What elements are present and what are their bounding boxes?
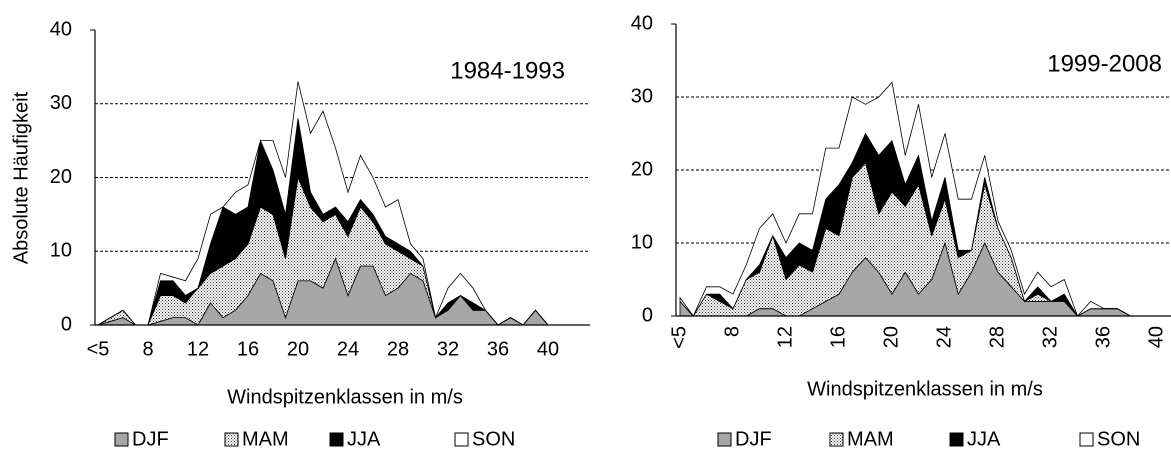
x-tick-label: 24 [337,338,359,360]
x-tick-label: 8 [142,338,153,360]
x-tick-label: 16 [827,326,849,348]
legend-label: SON [472,428,515,450]
chart-title: 1984-1993 [450,57,565,84]
x-tick-label: 12 [774,326,796,348]
legend-swatch [224,432,239,447]
y-tick-label: 30 [631,85,653,107]
x-axis-label: Windspitzenklassen in m/s [227,386,463,408]
y-tick-label: 0 [61,313,72,335]
x-tick-label: 40 [1145,326,1167,348]
x-tick-label: 40 [537,338,559,360]
legend-swatch [717,432,732,447]
legend-label: MAM [847,428,894,450]
y-tick-label: 20 [631,158,653,180]
x-tick-label: 28 [387,338,409,360]
y-tick-label: 10 [631,231,653,253]
y-tick-label: 20 [50,166,72,188]
x-tick-label: 32 [1039,326,1061,348]
x-tick-label: 20 [287,338,309,360]
x-axis-label: Windspitzenklassen in m/s [807,378,1043,400]
area-son [97,81,586,326]
x-tick-label: 36 [1092,326,1114,348]
x-tick-label: <5 [668,326,690,349]
x-tick-label: <5 [87,338,110,360]
legend-swatch [829,432,844,447]
y-tick-label: 30 [50,92,72,114]
y-tick-label: 40 [631,12,653,34]
x-tick-label: 20 [880,326,902,348]
legend-label: JJA [967,428,1001,450]
legend-swatch [329,432,344,447]
x-tick-label: 12 [187,338,209,360]
y-tick-label: 10 [50,240,72,262]
x-tick-label: 24 [933,326,955,348]
x-tick-label: 16 [237,338,259,360]
y-tick-label: 40 [50,18,72,40]
legend-swatch [454,432,469,447]
legend-swatch [114,432,129,447]
x-tick-label: 32 [437,338,459,360]
legend-swatch [1079,432,1094,447]
legend-label: MAM [242,428,289,450]
legend-swatch [949,432,964,447]
legend-label: DJF [735,428,772,450]
y-tick-label: 0 [642,304,653,326]
legend-label: SON [1097,428,1140,450]
legend-label: DJF [132,428,169,450]
x-tick-label: 36 [487,338,509,360]
area-son [679,81,1171,317]
y-axis-label: Absolute Häufigkeit [10,91,32,264]
chart-title: 1999-2008 [1047,50,1162,77]
legend-label: JJA [347,428,381,450]
x-tick-label: 8 [721,326,743,337]
x-tick-label: 28 [986,326,1008,348]
